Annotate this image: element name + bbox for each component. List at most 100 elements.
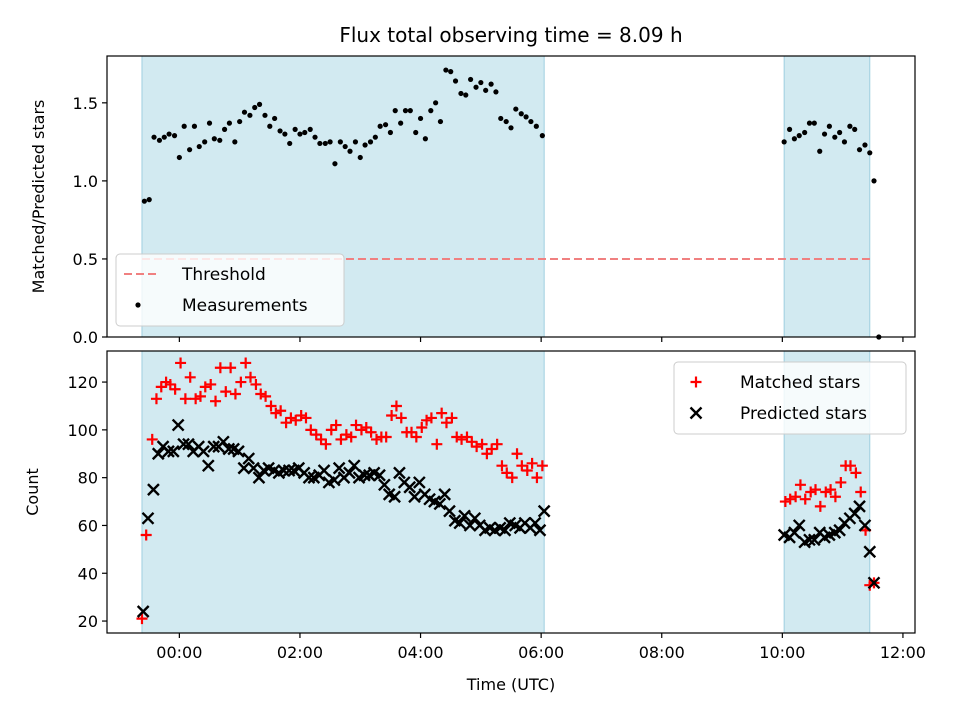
ratio-panel: 0.0 0.5 1.0 1.5 Matched/Predicted stars Thres… (29, 55, 916, 347)
data-point (315, 433, 327, 445)
data-point (451, 431, 463, 443)
data-point (267, 123, 273, 129)
data-point (533, 123, 539, 129)
data-point (847, 123, 853, 129)
data-point (820, 486, 832, 498)
data-point (526, 457, 538, 469)
data-point (378, 478, 391, 492)
data-point (468, 76, 474, 83)
data-point (247, 112, 253, 118)
data-point (438, 488, 452, 501)
data-point (325, 424, 337, 436)
data-point (352, 139, 359, 145)
data-point (852, 126, 858, 132)
data-point (493, 89, 499, 95)
x-tick-label: 10:00 (759, 643, 805, 662)
data-point (867, 150, 873, 156)
data-point (155, 381, 167, 393)
x-tick-label: 06:00 (518, 643, 564, 662)
data-point (161, 134, 167, 140)
data-point (202, 139, 208, 145)
data-point (277, 128, 283, 134)
data-point (491, 438, 503, 450)
data-point (150, 393, 162, 405)
data-point (536, 460, 548, 472)
legend-label: Measurements (182, 296, 308, 316)
data-point (140, 529, 152, 541)
data-point (302, 471, 316, 485)
data-point (297, 131, 303, 137)
data-point (337, 139, 343, 145)
x-axis-label: Time (UTC) (466, 675, 555, 694)
data-point (362, 142, 368, 148)
data-point (412, 476, 426, 489)
data-point (473, 84, 479, 90)
data-point (446, 412, 458, 424)
data-point (207, 440, 221, 453)
data-point (850, 467, 862, 479)
data-point (802, 129, 808, 136)
data-point (810, 484, 822, 496)
data-point (791, 136, 798, 142)
legend-label: Threshold (181, 265, 266, 285)
data-point (858, 519, 872, 532)
data-point (367, 139, 374, 145)
data-point (476, 438, 488, 450)
data-point (478, 79, 484, 86)
data-point (805, 486, 817, 498)
data-point (443, 67, 449, 73)
data-point (265, 400, 277, 412)
legend-swatch (690, 376, 702, 388)
data-point (371, 433, 383, 445)
y-tick-label: 40 (78, 564, 98, 583)
data-point (458, 90, 464, 97)
data-point (164, 378, 176, 390)
data-point (437, 118, 444, 125)
data-point (305, 424, 317, 436)
data-point (232, 139, 238, 145)
legend-box (673, 361, 907, 435)
data-point (141, 198, 147, 204)
legend-box (115, 253, 345, 327)
data-point (245, 371, 257, 383)
data-point (226, 120, 233, 126)
data-point (146, 197, 152, 203)
data-point (307, 126, 313, 132)
data-point (395, 412, 407, 424)
data-point (287, 140, 293, 147)
data-point (393, 466, 406, 480)
data-point (867, 576, 881, 590)
x-tick-label: 08:00 (639, 643, 685, 662)
data-point (779, 496, 791, 508)
data-point (285, 412, 297, 424)
data-point (413, 129, 419, 136)
data-point (516, 460, 528, 472)
data-point (214, 362, 226, 374)
data-point (814, 500, 826, 512)
data-point (501, 467, 513, 479)
data-point (182, 437, 195, 451)
data-point (171, 418, 185, 432)
y-tick-label: 60 (78, 516, 98, 535)
y-tick-label: 100 (67, 421, 98, 440)
data-point (448, 69, 454, 75)
data-point (410, 431, 422, 443)
data-point (256, 101, 263, 107)
data-point (443, 504, 456, 518)
data-point (468, 511, 482, 525)
data-point (803, 533, 816, 547)
data-point (210, 395, 222, 407)
y-axis-label: Matched/Predicted stars (29, 100, 48, 294)
data-point (506, 472, 518, 484)
data-point (240, 357, 252, 369)
data-point (166, 131, 172, 137)
data-point (250, 378, 262, 390)
x-tick-label: 04:00 (397, 643, 443, 662)
data-point (310, 429, 322, 441)
data-point (197, 445, 210, 458)
data-point (175, 357, 187, 369)
data-point (282, 131, 288, 137)
data-point (169, 383, 181, 395)
data-point (347, 459, 361, 473)
data-point (528, 516, 542, 530)
